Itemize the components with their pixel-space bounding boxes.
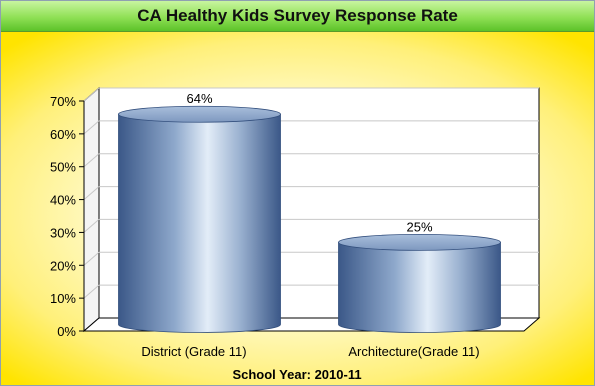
bar-body [118,113,281,333]
gridline-side [83,219,100,233]
gridline-side [83,186,100,200]
data-label: 64% [186,91,212,106]
bar: 64% [118,91,281,333]
x-category-label: District (Grade 11) [141,344,246,359]
bar-top [118,105,281,123]
y-tick-label: 60% [50,127,76,142]
x-axis-title: School Year: 2010-11 [232,367,361,382]
gridline-side [83,153,100,168]
y-tick-label: 50% [50,160,76,175]
bar-top [338,233,501,251]
data-label: 25% [406,219,432,234]
y-tick-label: 20% [50,258,76,273]
y-tick-label: 10% [50,291,76,306]
y-tick-label: 30% [50,225,76,240]
bars: 64% 25% [118,91,501,333]
gridline-side [83,251,100,266]
gridline-side [83,120,100,135]
y-tick-label: 40% [50,193,76,208]
bar: 25% [338,219,501,333]
side-wall [83,86,100,333]
gridline-side [83,284,100,299]
gridline-side [83,87,100,102]
x-axis-categories: District (Grade 11) Architecture(Grade 11… [141,344,479,359]
y-axis-ticks: 0% 10% 20% 30% 40% 50% 60% 70% [50,94,85,339]
chart-title: CA Healthy Kids Survey Response Rate [1,1,594,32]
y-tick-label: 0% [57,324,76,339]
x-category-label: Architecture(Grade 11) [348,344,479,359]
y-tick-label: 70% [50,94,76,109]
bar-body [338,241,501,333]
